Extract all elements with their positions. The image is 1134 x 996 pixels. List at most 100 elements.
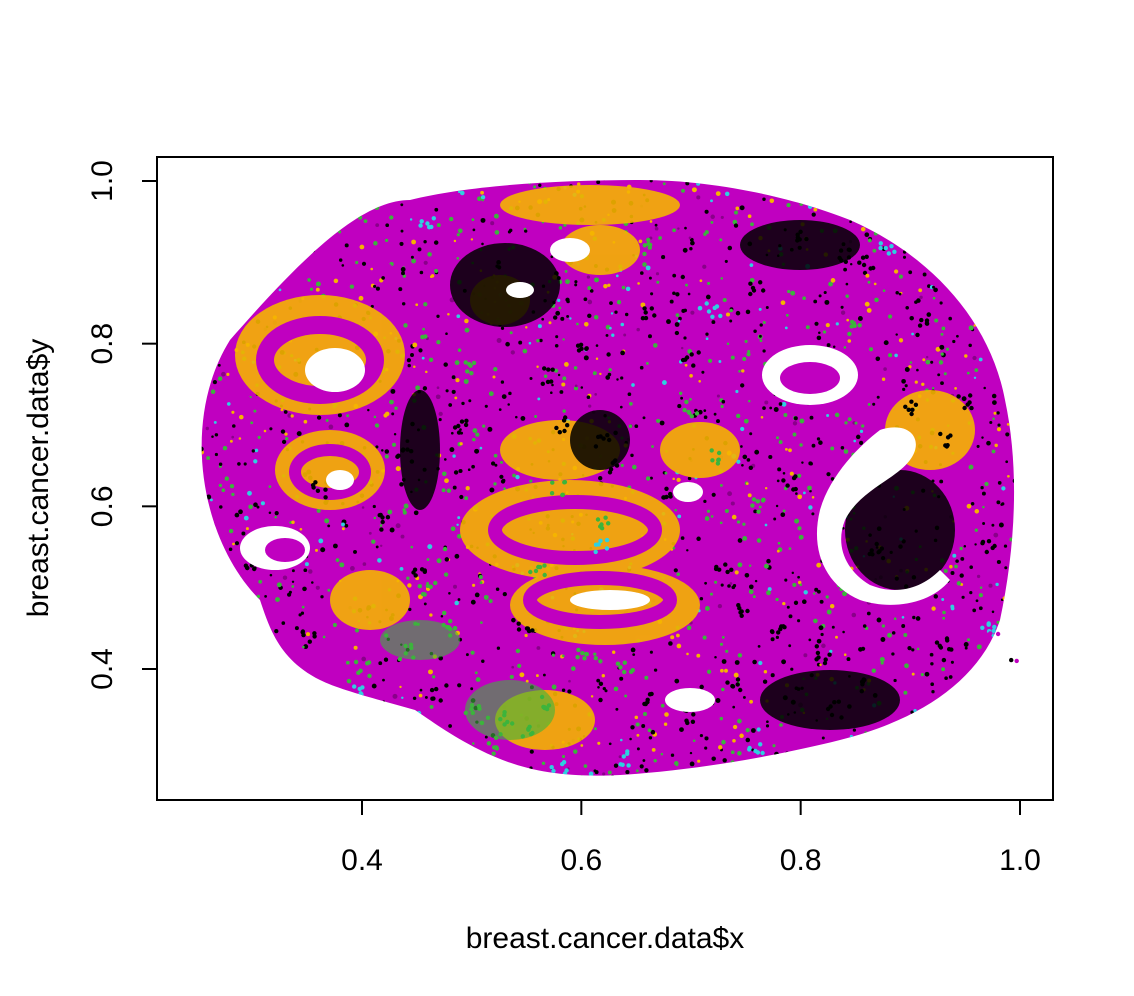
data-point <box>539 694 545 700</box>
data-point <box>489 763 494 768</box>
speckle-point <box>867 238 872 243</box>
speckle-point <box>1004 376 1008 380</box>
speckle-point <box>484 404 488 408</box>
speckle-point <box>415 385 421 391</box>
speckle-point <box>326 778 330 782</box>
speckle-point <box>776 436 779 440</box>
speckle-point <box>594 176 597 179</box>
speckle-point <box>716 419 720 424</box>
speckle-point <box>372 504 376 509</box>
speckle-point <box>574 384 578 388</box>
speckle-point <box>182 243 186 247</box>
speckle-point <box>1025 212 1028 215</box>
speckle-point <box>609 326 612 330</box>
speckle-point <box>992 711 998 717</box>
data-point <box>758 742 763 747</box>
speckle-point <box>960 732 963 736</box>
speckle-point <box>704 736 709 741</box>
speckle-point <box>507 230 512 234</box>
data-point <box>549 491 555 496</box>
speckle-point <box>825 595 829 599</box>
speckle-point <box>216 305 222 311</box>
speckle-point <box>896 240 901 244</box>
speckle-point <box>425 370 428 374</box>
speckle-point <box>680 346 684 350</box>
speckle-point <box>202 187 208 192</box>
speckle-point <box>696 195 701 200</box>
speckle-point <box>399 241 404 246</box>
speckle-point <box>419 688 423 692</box>
speckle-point <box>730 355 735 360</box>
speckle-point <box>280 429 286 434</box>
speckle-point <box>924 759 929 764</box>
data-point <box>487 761 493 766</box>
speckle-point <box>893 196 898 200</box>
speckle-point <box>533 185 537 189</box>
speckle-point <box>256 505 260 509</box>
data-point <box>401 447 406 452</box>
speckle-point <box>335 558 340 562</box>
data-point <box>750 503 755 508</box>
speckle-point <box>630 647 636 653</box>
speckle-point <box>992 678 997 683</box>
data-point <box>709 448 714 453</box>
speckle-point <box>729 308 733 313</box>
speckle-point <box>241 767 245 771</box>
data-point <box>642 251 647 257</box>
speckle-point <box>374 423 380 428</box>
speckle-point <box>1015 557 1018 560</box>
data-point <box>533 568 539 574</box>
speckle-point <box>519 770 524 774</box>
data-point <box>540 381 545 386</box>
speckle-point <box>304 562 309 567</box>
speckle-point <box>524 778 528 782</box>
speckle-point <box>989 344 993 347</box>
speckle-point <box>383 413 388 418</box>
speckle-point <box>630 453 634 458</box>
speckle-point <box>561 688 566 692</box>
speckle-point <box>650 292 654 296</box>
speckle-point <box>950 571 955 575</box>
speckle-point <box>496 646 501 650</box>
data-point <box>909 411 914 417</box>
speckle-point <box>652 343 658 348</box>
data-point <box>944 636 950 641</box>
speckle-point <box>224 476 229 481</box>
data-point <box>1002 666 1007 671</box>
speckle-point <box>294 626 299 631</box>
speckle-point <box>988 583 993 588</box>
speckle-point <box>912 615 916 620</box>
speckle-point <box>461 401 465 406</box>
speckle-point <box>480 217 486 223</box>
data-point <box>889 244 894 249</box>
speckle-point <box>251 627 256 632</box>
speckle-point <box>644 768 649 773</box>
speckle-point <box>583 764 588 768</box>
speckle-point <box>214 433 219 437</box>
speckle-point <box>567 689 572 694</box>
speckle-point <box>432 675 436 679</box>
speckle-point <box>939 479 944 484</box>
speckle-point <box>308 691 313 696</box>
lumen-gap <box>673 482 703 502</box>
speckle-point <box>832 345 836 348</box>
speckle-point <box>318 692 324 697</box>
speckle-point <box>209 498 213 502</box>
speckle-point <box>1022 551 1026 555</box>
speckle-point <box>830 446 835 451</box>
speckle-point <box>868 777 871 780</box>
speckle-point <box>637 282 640 285</box>
speckle-point <box>223 730 226 733</box>
data-point <box>965 402 970 407</box>
speckle-point <box>742 454 748 460</box>
speckle-point <box>642 416 646 420</box>
speckle-point <box>441 488 446 493</box>
speckle-point <box>364 759 368 762</box>
speckle-point <box>799 202 803 206</box>
speckle-point <box>592 371 597 376</box>
speckle-point <box>576 322 579 326</box>
data-point <box>252 566 257 572</box>
speckle-point <box>937 234 943 239</box>
speckle-point <box>487 426 493 432</box>
speckle-point <box>916 748 921 752</box>
